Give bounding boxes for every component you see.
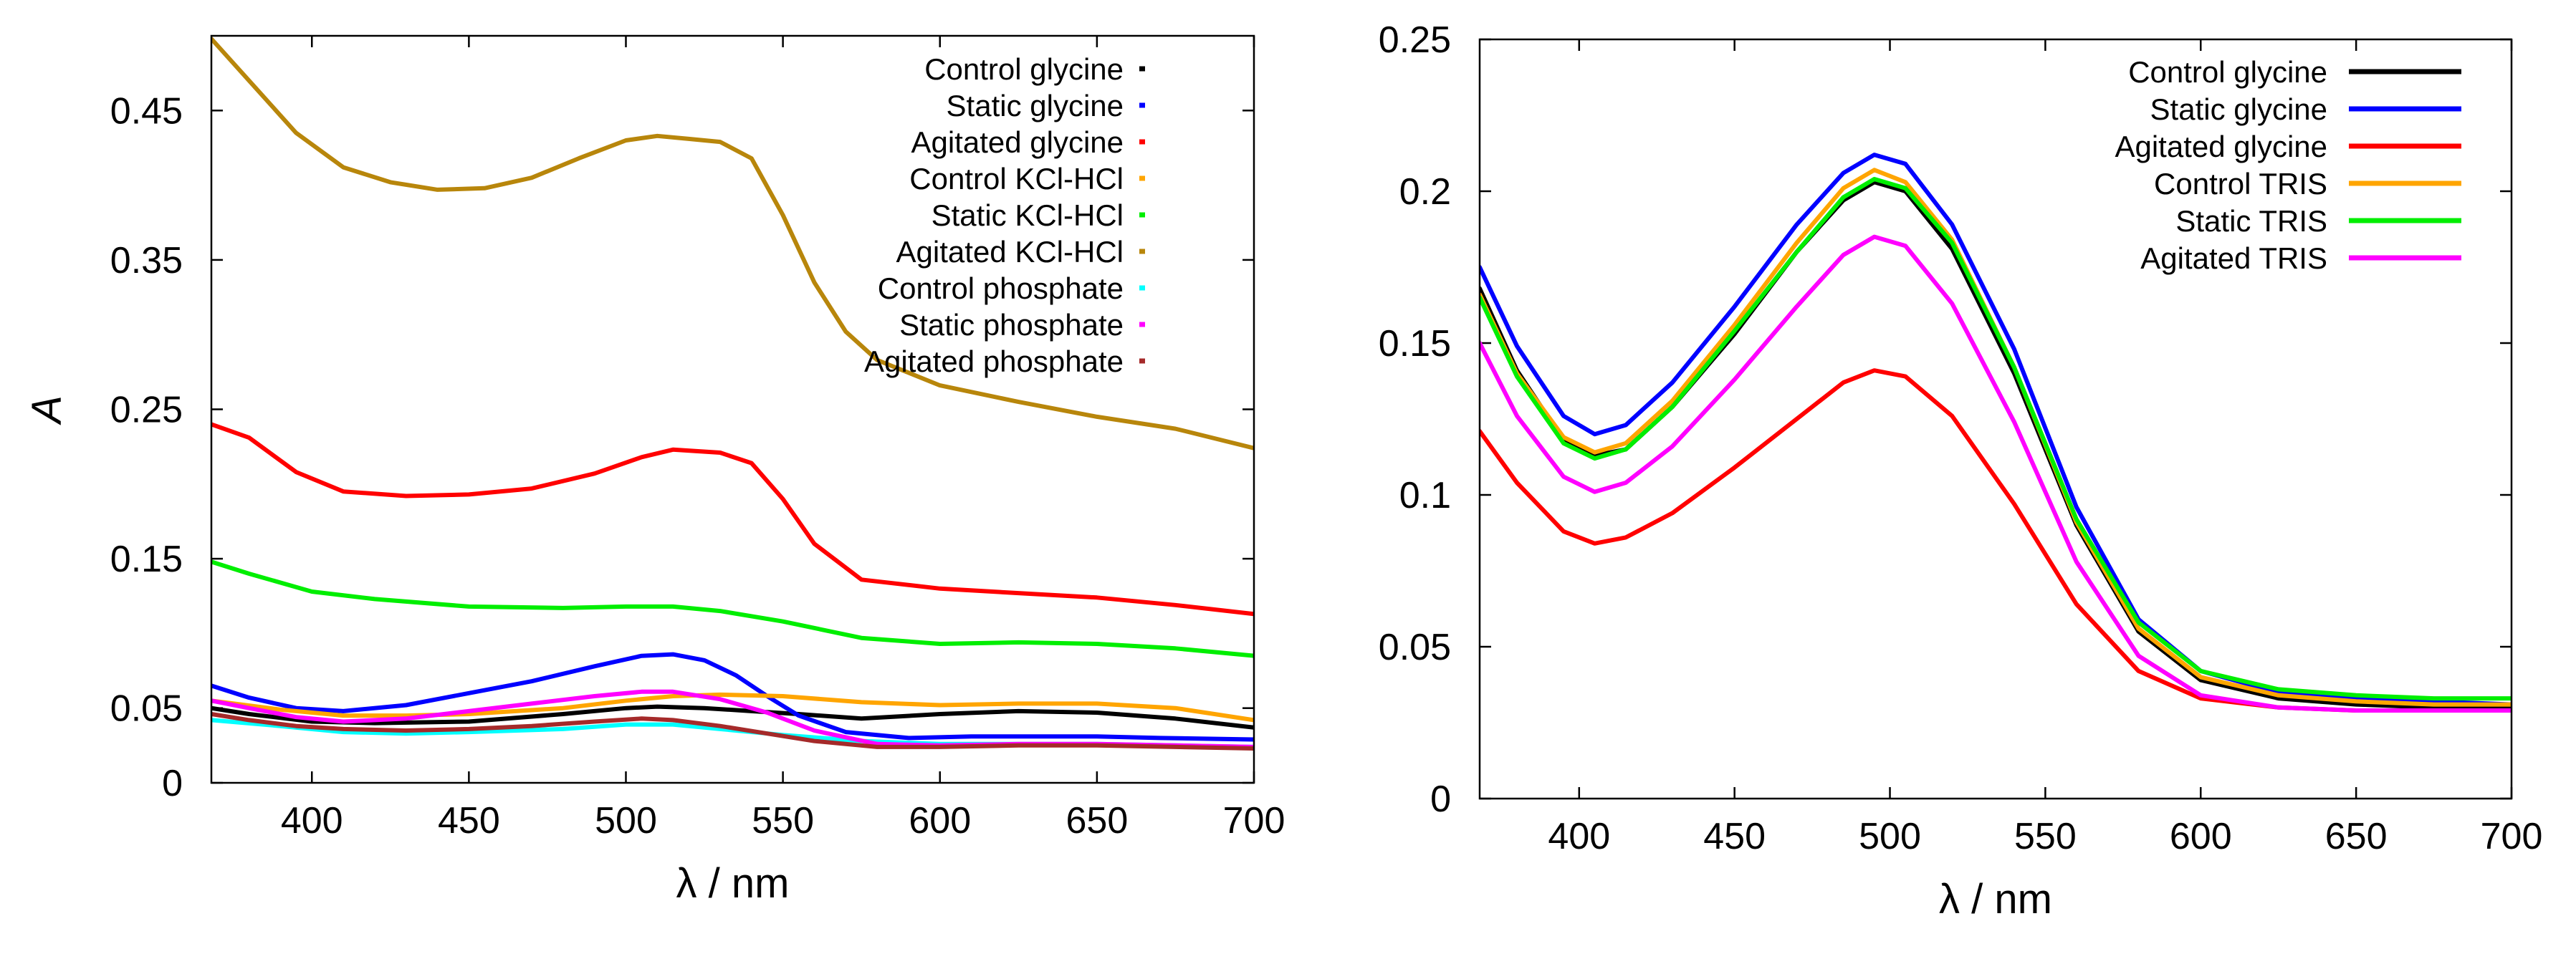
series-line-agitated-glycine [211,422,1254,617]
legend-label: Control glycine [2128,55,2327,89]
x-tick-label: 400 [281,800,343,842]
series-line-agitated-tris [1480,234,2512,713]
legend-label: Static glycine [947,89,1124,122]
series-line-agitated-phosphate [211,712,1254,751]
series-line-static-glycine [1480,153,2512,707]
x-tick-label: 500 [1859,816,1921,857]
series-line-control-tris [1480,168,2512,707]
legend-label: Agitated glycine [911,125,1124,159]
legend-label: Control phosphate [878,271,1124,305]
series-line-agitated-glycine [1480,368,2512,713]
y-tick-label: 0.05 [1379,627,1451,668]
x-tick-label: 400 [1548,816,1610,857]
y-tick-label: 0.15 [110,539,183,580]
x-tick-label: 700 [1223,800,1285,842]
legend-label: Static glycine [2150,92,2327,126]
chart-panel-1: 400 450 500 550 600 650 700 0 0.05 0.15 0.25 0.35 0.… [24,34,1285,907]
y-tick-label: 0 [1430,779,1451,820]
chart-panel-2: 400 450 500 550 600 650 700 0 0.05 0.1 0.15 0.2 0.25… [1379,19,2543,922]
legend-label: Agitated phosphate [864,344,1124,378]
x-axis-label: λ / nm [676,860,790,907]
series-group [1480,153,2512,713]
x-tick-label: 700 [2481,816,2543,857]
x-tick-label: 650 [2325,816,2388,857]
y-tick-label: 0 [162,763,183,804]
legend-label: Control TRIS [2154,167,2327,201]
series-line-static-tris [1480,177,2512,701]
y-tick-label: 0.2 [1399,171,1451,213]
series-line-agitated-kcl-hcl [211,37,1254,450]
y-tick-label: 0.25 [1379,19,1451,61]
x-axis-label: λ / nm [1939,876,2052,922]
y-tick-label: 0.45 [110,90,183,132]
series-line-static-kcl-hcl [211,559,1254,658]
y-tick-label: 0.25 [110,390,183,431]
y-tick-label: 0.05 [110,688,183,730]
y-tick-label: 0.35 [110,240,183,281]
x-tick-label: 500 [595,800,657,842]
y-tick-label: 0.15 [1379,323,1451,365]
legend-label: Agitated glycine [2115,130,2327,163]
legend-label: Static KCl-HCl [932,198,1124,232]
series-group [211,37,1254,751]
series-line-static-phosphate [211,689,1254,749]
x-tick-label: 550 [2014,816,2077,857]
legend-label: Agitated KCl-HCl [896,235,1124,269]
x-tick-label: 600 [2170,816,2232,857]
x-tick-label: 650 [1066,800,1128,842]
x-tick-label: 450 [438,800,500,842]
legend-label: Agitated TRIS [2140,241,2327,275]
y-axis-label: A [24,395,70,425]
plot-frame [1478,38,2513,800]
series-line-static-glycine [211,652,1254,742]
legend-label: Static TRIS [2175,204,2327,238]
x-tick-label: 450 [1703,816,1766,857]
plot-frame [210,34,1255,784]
y-tick-label: 0.1 [1399,475,1451,516]
series-line-control-glycine [1480,180,2512,710]
legend-label: Control KCl-HCl [909,162,1124,196]
legend-label: Static phosphate [899,308,1124,342]
legend-label: Control glycine [924,52,1124,86]
x-tick-label: 550 [752,800,814,842]
x-tick-label: 600 [909,800,971,842]
